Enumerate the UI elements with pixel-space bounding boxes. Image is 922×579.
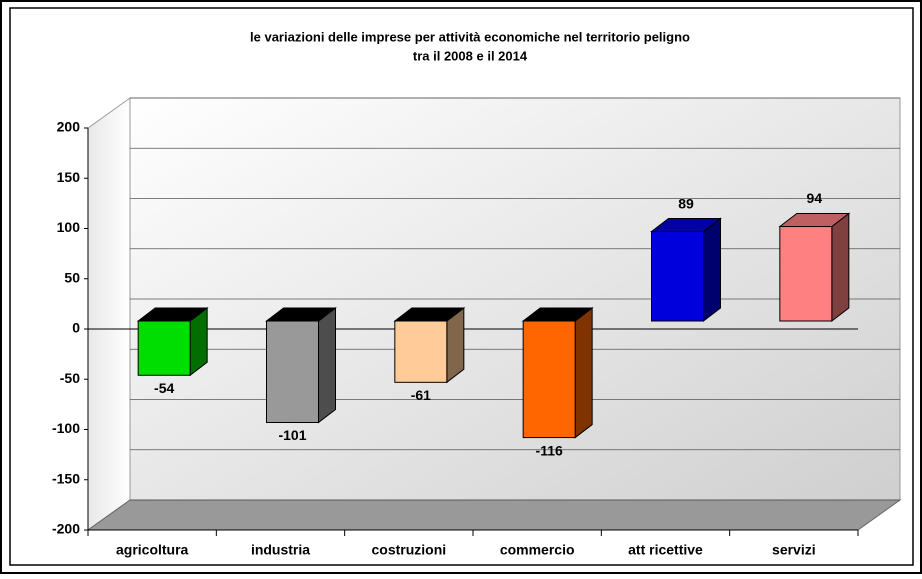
value-label: -101 (278, 427, 306, 443)
x-tick-label: servizi (772, 542, 816, 558)
x-tick-label: att ricettive (628, 542, 703, 558)
bar (266, 320, 319, 424)
y-tick-label: 150 (57, 169, 81, 185)
x-tick-label: industria (251, 542, 310, 558)
bar (394, 320, 448, 383)
y-tick-label: 0 (72, 320, 80, 336)
value-label: -116 (536, 442, 563, 458)
y-tick-label: -100 (52, 420, 80, 436)
bar-side (831, 212, 850, 323)
value-label: 89 (678, 195, 694, 211)
y-tick-label: 100 (57, 219, 81, 235)
bar-side (703, 217, 721, 323)
x-tick-label: costruzioni (371, 542, 446, 558)
value-label: 94 (807, 190, 823, 206)
bar (137, 320, 191, 376)
value-label: -54 (154, 380, 174, 396)
y-tick-label: -150 (52, 470, 80, 486)
chart-title: le variazioni delle imprese per attività… (250, 29, 690, 44)
y-tick-label: 50 (64, 269, 80, 285)
bar-side (318, 306, 336, 424)
x-tick-label: agricoltura (116, 542, 189, 558)
y-tick-label: -200 (52, 521, 80, 537)
side-wall (87, 97, 131, 531)
floor (86, 499, 902, 531)
bar (651, 231, 704, 322)
value-label: -61 (411, 387, 431, 403)
plot: -200 -150 -100 -50 0 50 100 150 200 agricoltura in… (52, 97, 902, 558)
bar (522, 320, 576, 439)
y-tick-label: -50 (60, 370, 80, 386)
x-tick-label: commercio (500, 542, 575, 558)
chart-subtitle: tra il 2008 e il 2014 (413, 48, 528, 63)
bar-side (574, 306, 593, 439)
y-tick-label: 200 (57, 119, 81, 135)
bar (779, 226, 833, 322)
